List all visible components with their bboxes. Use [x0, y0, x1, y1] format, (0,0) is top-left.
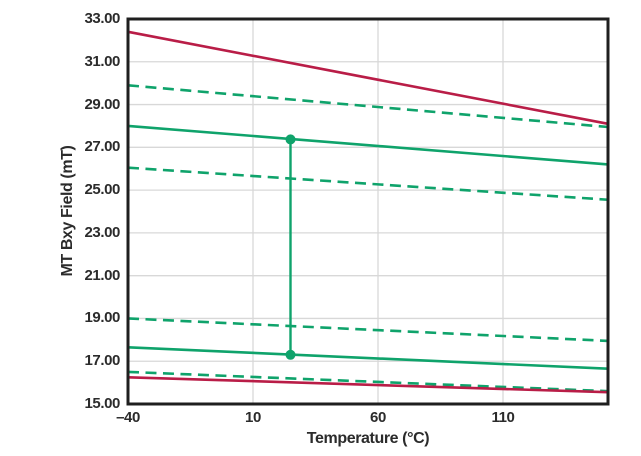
y-tick-label: 29.00: [84, 95, 120, 113]
y-tick-label: 19.00: [84, 309, 120, 327]
plot-frame: [126, 17, 610, 406]
y-tick-label: 23.00: [84, 223, 120, 241]
x-axis-title: Temperature (°C): [306, 430, 430, 447]
series-bxy-upper-green-solid: [127, 124, 609, 166]
y-tick-label: 17.00: [84, 352, 120, 370]
series-bxy-max-red-solid: [127, 30, 609, 126]
y-tick-label: 15.00: [84, 395, 120, 412]
x-tick-label: 110: [491, 409, 515, 426]
delta-connector-marker: [285, 349, 296, 360]
delta-connector-marker: [285, 134, 296, 145]
series-bxy-mid-lower-green-dashed: [127, 317, 609, 343]
series-bxy-mid-upper-green-dashed: [127, 166, 609, 202]
y-axis-title: MT Bxy Field (mT): [59, 145, 76, 277]
x-tick-label: 10: [245, 409, 261, 426]
y-tick-label: 27.00: [84, 138, 120, 156]
y-tick-label: 21.00: [84, 266, 120, 284]
series-bxy-min-red-solid: [127, 375, 609, 394]
series-bxy-upper-green-dashed: [127, 84, 609, 129]
y-tick-label: 33.00: [84, 10, 120, 27]
series-bxy-lower-green-solid: [127, 346, 609, 371]
series-bxy-lower-green-dashed: [127, 370, 609, 393]
x-tick-label: 60: [370, 409, 386, 426]
y-tick-label: 25.00: [84, 181, 120, 199]
y-tick-label: 31.00: [84, 52, 120, 70]
x-tick-label: –40: [116, 409, 140, 426]
